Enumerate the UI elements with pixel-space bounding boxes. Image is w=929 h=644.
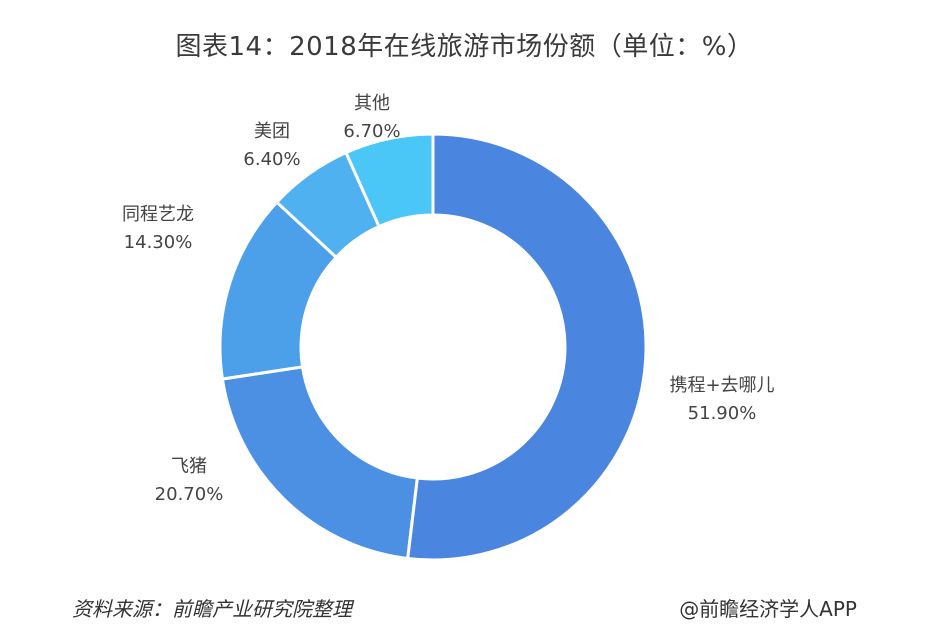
slice-value-4: 6.40%: [243, 149, 300, 170]
slice-value-2: 20.70%: [155, 484, 224, 505]
donut-slice-2: [220, 365, 419, 561]
chart-title: 图表14：2018年在线旅游市场份额（单位：%）: [175, 32, 754, 62]
slice-label-4: 美团: [254, 121, 290, 142]
source-note: 资料来源：前瞻产业研究院整理: [72, 597, 352, 621]
slice-label-3: 同程艺龙: [122, 204, 194, 225]
donut-slice-1: [405, 132, 648, 562]
slice-label-1: 携程+去哪儿: [669, 375, 774, 396]
slice-label-5: 其他: [354, 93, 390, 114]
slice-label-2: 飞猪: [171, 456, 207, 477]
slice-value-3: 14.30%: [124, 232, 193, 253]
slice-value-1: 51.90%: [688, 403, 757, 424]
donut-slice-5: [343, 132, 435, 229]
credit-note: @前瞻经济学人APP: [679, 597, 857, 621]
slice-value-5: 6.70%: [343, 121, 400, 142]
